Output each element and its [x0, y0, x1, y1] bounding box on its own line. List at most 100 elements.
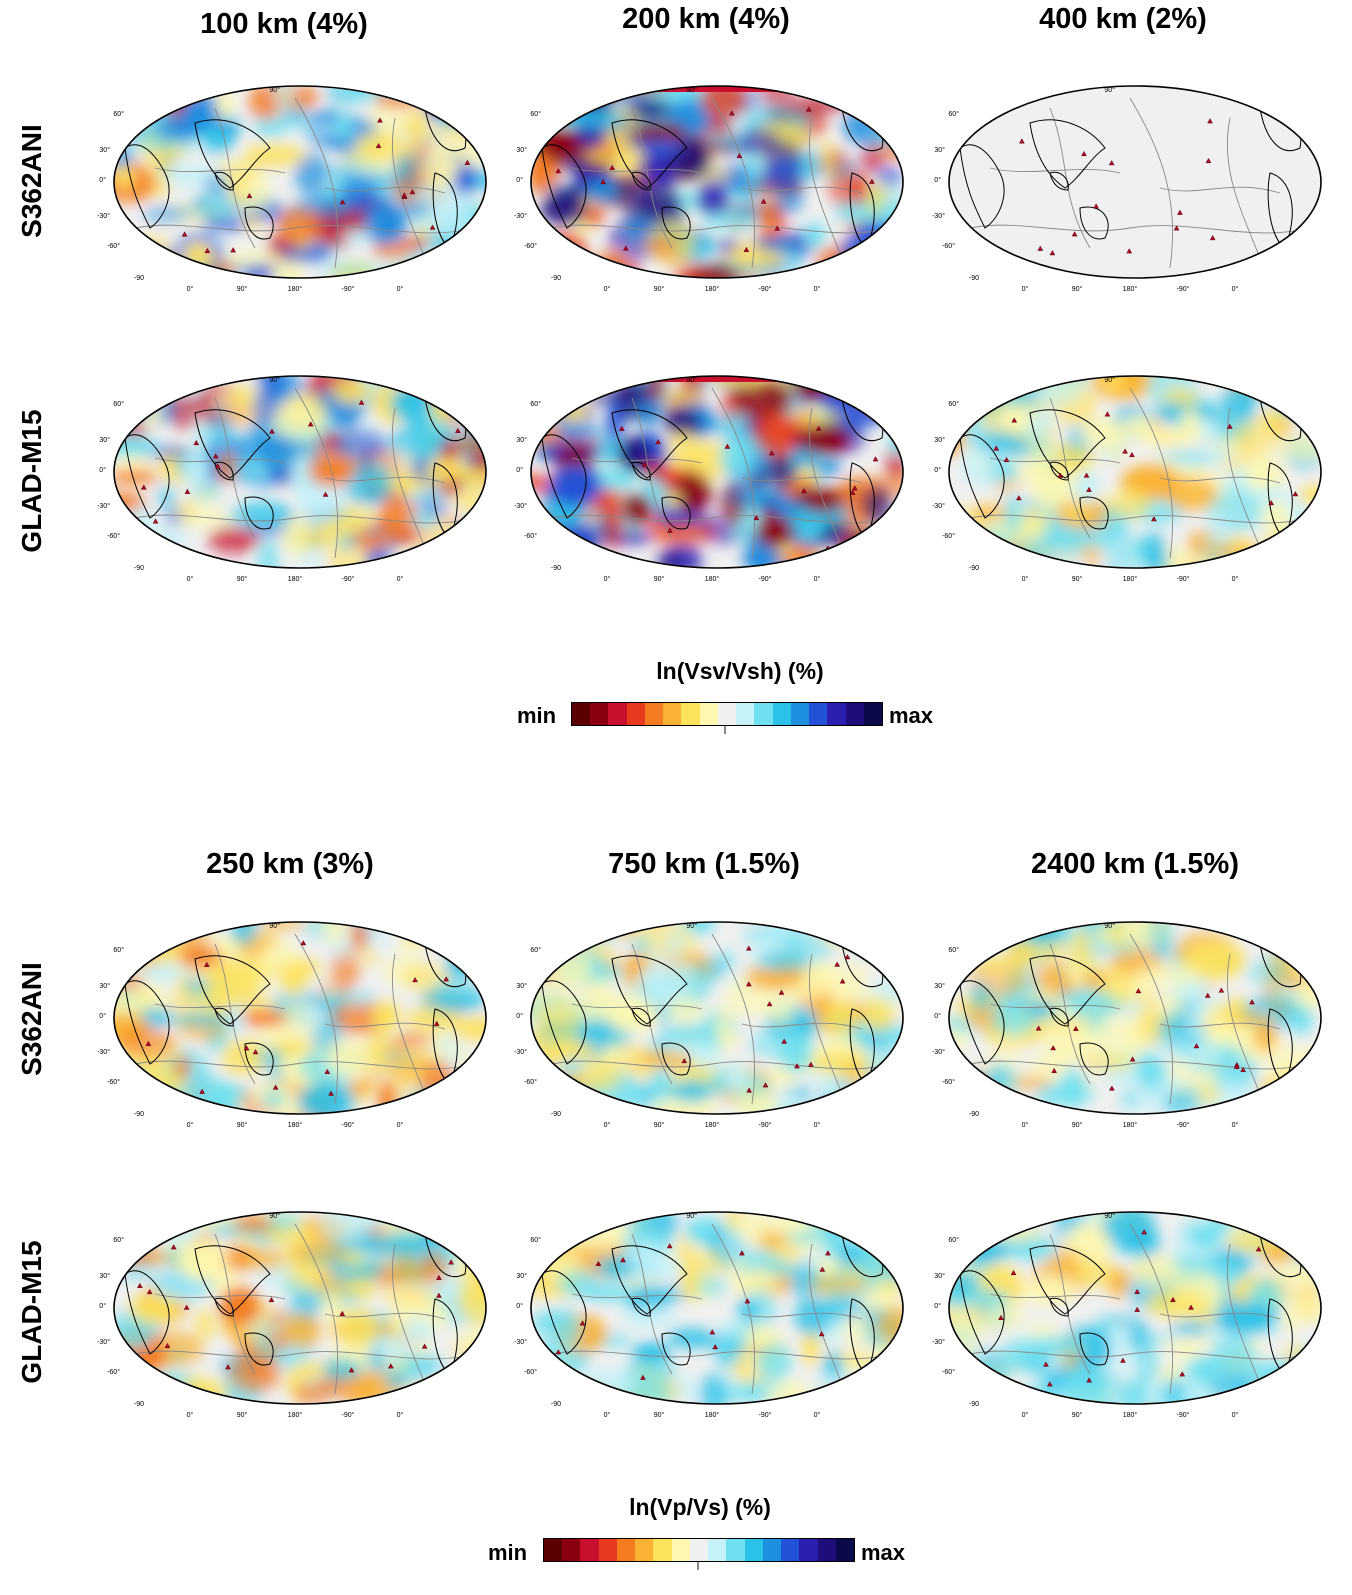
latitude-tick-label: -90	[134, 1111, 144, 1118]
longitude-tick-label: 0°	[187, 1121, 194, 1129]
longitude-tick-label: 0°	[1232, 1411, 1239, 1419]
latitude-tick-label: -60°	[107, 1078, 120, 1086]
map-panel: 90° 60° 30° 0° -30° -60° -90 0° 90° 180° -90° 0°	[932, 921, 1322, 1129]
longitude-tick-label: 90°	[654, 285, 665, 293]
latitude-tick-label: -60°	[942, 242, 955, 250]
colorbar-swatch	[845, 703, 864, 725]
colorbar-swatch	[744, 1539, 763, 1561]
latitude-tick-label: 0°	[516, 176, 523, 184]
map-panel: 90° 60° 30° 0° -30° -60° -90 0° 90° 180° -90° 0°	[97, 375, 487, 583]
longitude-tick-label: 180°	[1123, 285, 1138, 293]
longitude-tick-label: 0°	[187, 575, 194, 583]
latitude-tick-label: 90°	[1104, 86, 1115, 94]
longitude-tick-label: -90°	[342, 285, 355, 293]
longitude-tick-label: 0°	[187, 285, 194, 293]
longitude-tick-label: 0°	[814, 1411, 821, 1419]
colorbar-swatch	[562, 1539, 581, 1561]
longitude-tick-label: 0°	[1022, 285, 1029, 293]
colorbar-title-vsv-vsh: ln(Vsv/Vsh) (%)	[656, 658, 824, 684]
longitude-tick-label: 180°	[288, 285, 303, 293]
longitude-tick-label: -90°	[342, 1121, 355, 1129]
column-title-100km: 100 km (4%)	[200, 8, 368, 40]
colorbar-swatch	[663, 703, 682, 725]
latitude-tick-label: 0°	[934, 466, 941, 474]
longitude-tick-label: 90°	[1072, 1121, 1083, 1129]
latitude-tick-label: -90	[134, 275, 144, 282]
latitude-tick-label: 0°	[516, 466, 523, 474]
longitude-tick-label: 0°	[187, 1411, 194, 1419]
colorbar-swatch	[699, 703, 718, 725]
colorbar-swatch	[799, 1539, 818, 1561]
colorbar-swatch	[580, 1539, 599, 1561]
colorbar-swatch	[835, 1539, 854, 1561]
latitude-tick-label: 30°	[99, 1272, 110, 1280]
latitude-tick-label: 90°	[1104, 922, 1115, 930]
latitude-tick-label: 30°	[516, 1272, 527, 1280]
longitude-tick-label: 0°	[814, 285, 821, 293]
longitude-tick-label: 90°	[237, 1121, 248, 1129]
colorbar-swatch	[671, 1539, 690, 1561]
latitude-tick-label: 90°	[269, 1212, 280, 1220]
latitude-tick-label: -30°	[514, 212, 527, 220]
latitude-tick-label: 60°	[948, 400, 959, 408]
longitude-tick-label: 0°	[397, 575, 404, 583]
longitude-tick-label: 180°	[1123, 575, 1138, 583]
latitude-tick-label: 60°	[530, 110, 541, 118]
longitude-tick-label: 90°	[237, 575, 248, 583]
longitude-tick-label: -90°	[1177, 285, 1190, 293]
column-title-2400km: 2400 km (1.5%)	[1031, 848, 1239, 880]
latitude-tick-label: 90°	[269, 376, 280, 384]
longitude-tick-label: 0°	[1232, 575, 1239, 583]
longitude-tick-label: 90°	[1072, 285, 1083, 293]
latitude-tick-label: -90	[551, 1111, 561, 1118]
latitude-tick-label: 0°	[934, 176, 941, 184]
colorbar-swatch	[790, 703, 810, 725]
longitude-tick-label: 0°	[397, 285, 404, 293]
latitude-tick-label: 30°	[516, 436, 527, 444]
column-title-750km: 750 km (1.5%)	[608, 848, 800, 880]
latitude-tick-label: 0°	[99, 176, 106, 184]
colorbar-title-vp-vs: ln(Vp/Vs) (%)	[629, 1494, 771, 1520]
latitude-tick-label: 60°	[948, 1236, 959, 1244]
longitude-tick-label: 0°	[1022, 1121, 1029, 1129]
longitude-tick-label: -90°	[759, 285, 772, 293]
latitude-tick-label: 60°	[948, 946, 959, 954]
colorbar-swatch	[781, 1539, 800, 1561]
latitude-tick-label: 30°	[516, 982, 527, 990]
longitude-tick-label: 180°	[705, 285, 720, 293]
latitude-tick-label: 30°	[934, 982, 945, 990]
latitude-tick-label: 0°	[934, 1012, 941, 1020]
longitude-tick-label: 180°	[288, 1411, 303, 1419]
latitude-tick-label: -30°	[97, 212, 110, 220]
row-label-gladm15-bottom: GLAD-M15	[16, 1240, 47, 1384]
latitude-tick-label: -60°	[524, 532, 537, 540]
latitude-tick-label: -30°	[514, 1338, 527, 1346]
latitude-tick-label: 0°	[99, 1302, 106, 1310]
map-panel: 90° 60° 30° 0° -30° -60° -90 0° 90° 180° -90° 0°	[514, 921, 904, 1129]
longitude-tick-label: 180°	[705, 1411, 720, 1419]
latitude-tick-label: 90°	[686, 376, 697, 384]
longitude-tick-label: 180°	[288, 575, 303, 583]
longitude-tick-label: 0°	[814, 1121, 821, 1129]
latitude-tick-label: 60°	[948, 110, 959, 118]
longitude-tick-label: 0°	[604, 575, 611, 583]
map-panel: 90° 60° 30° 0° -30° -60° -90 0° 90° 180° -90° 0°	[932, 85, 1322, 293]
latitude-tick-label: 90°	[269, 922, 280, 930]
latitude-tick-label: -30°	[932, 502, 945, 510]
latitude-tick-label: -60°	[942, 532, 955, 540]
latitude-tick-label: -60°	[107, 532, 120, 540]
latitude-tick-label: -60°	[942, 1078, 955, 1086]
colorbar-vp-vs	[543, 1538, 855, 1562]
latitude-tick-label: -60°	[107, 1368, 120, 1376]
longitude-tick-label: 90°	[1072, 1411, 1083, 1419]
latitude-tick-label: -30°	[514, 1048, 527, 1056]
longitude-tick-label: 90°	[654, 575, 665, 583]
latitude-tick-label: 90°	[686, 86, 697, 94]
colorbar-swatch	[616, 1539, 636, 1561]
latitude-tick-label: 60°	[530, 400, 541, 408]
latitude-tick-label: 0°	[934, 1302, 941, 1310]
colorbar-swatch	[598, 1539, 617, 1561]
colorbar-swatch	[726, 1539, 745, 1561]
latitude-tick-label: -30°	[932, 212, 945, 220]
latitude-tick-label: 30°	[99, 982, 110, 990]
